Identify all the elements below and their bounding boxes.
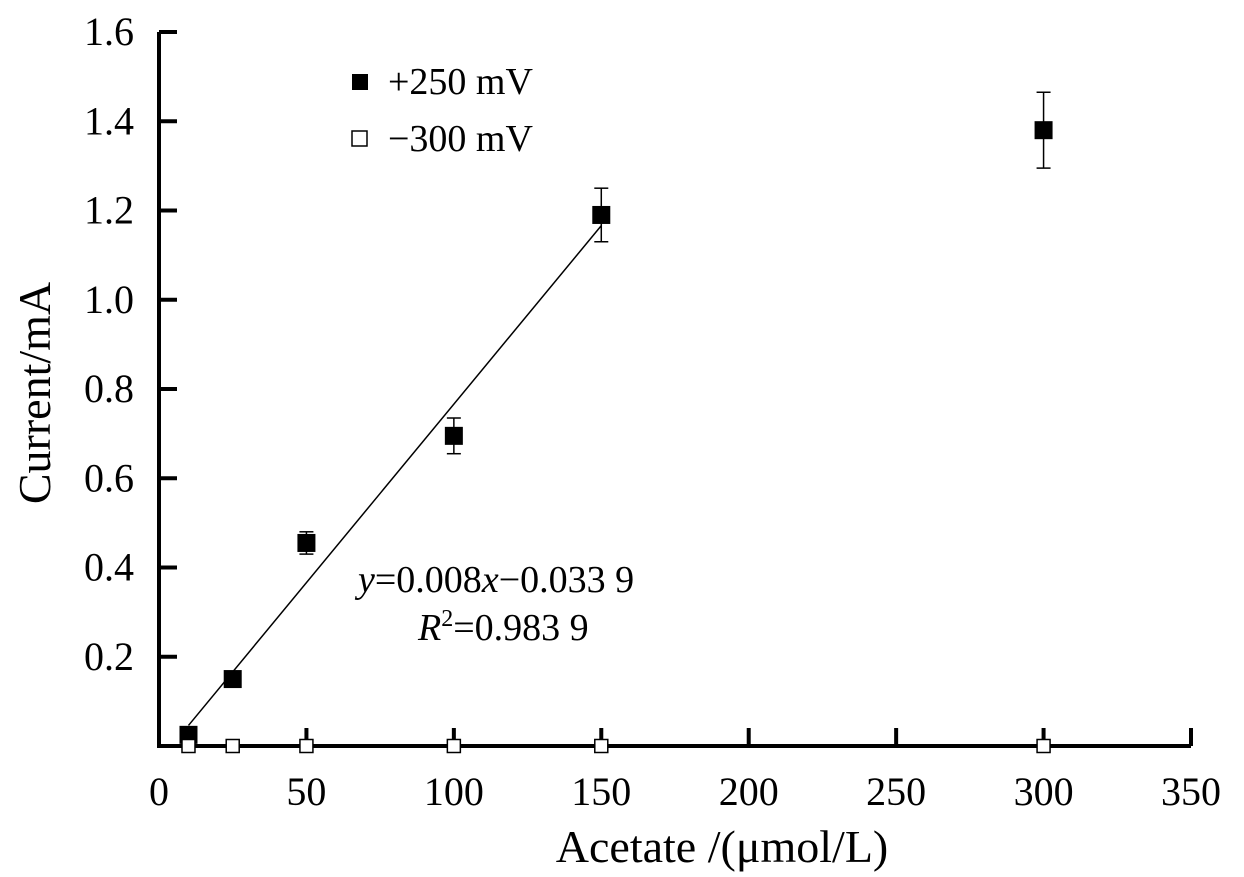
eq-y-var: y [354, 559, 375, 601]
fit-line [187, 225, 602, 726]
eq-x-var: x [481, 559, 499, 601]
data-point-minus300 [299, 738, 314, 754]
y-tick-label: 0.4 [84, 545, 134, 590]
data-point-plus250 [1034, 121, 1053, 140]
y-tick-label: 0.6 [84, 455, 134, 500]
axes [157, 32, 1191, 748]
x-tick-label: 250 [866, 769, 926, 814]
x-tick-label: 0 [149, 769, 169, 814]
r-squared: R2=0.983 9 [417, 606, 589, 649]
data-point-minus300 [181, 738, 196, 754]
y-tick-label: 0.2 [84, 634, 134, 679]
legend: +250 mV −300 mV [351, 61, 533, 160]
legend-label-minus300: −300 mV [388, 118, 533, 160]
data-point-plus250 [223, 670, 242, 689]
eq-part2: −0.033 9 [499, 559, 634, 601]
x-tick-label: 200 [719, 769, 779, 814]
data-point-plus250 [297, 533, 316, 552]
data-point-plus250 [592, 205, 611, 224]
regression-equation: y=0.008x−0.033 9 [354, 559, 634, 601]
y-tick-label: 0.8 [84, 366, 134, 411]
x-axis-title: Acetate /(μmol/L) [556, 821, 888, 872]
y-tick-label: 1.4 [84, 98, 134, 143]
data-point-plus250 [444, 426, 463, 445]
data-marks [179, 91, 1053, 754]
x-tick-label: 350 [1161, 769, 1221, 814]
fit-line-layer [187, 225, 602, 726]
data-point-minus300 [594, 738, 609, 754]
legend-label-plus250: +250 mV [388, 61, 533, 103]
y-tick-label: 1.0 [84, 277, 134, 322]
x-tick-label: 50 [286, 769, 326, 814]
x-tick-label: 100 [424, 769, 484, 814]
data-point-minus300 [446, 738, 462, 754]
r2-superscript: 2 [441, 606, 453, 632]
r2-R: R [417, 607, 441, 649]
y-axis-title: Current/mA [9, 282, 60, 504]
y-tick-label: 1.2 [84, 188, 134, 233]
legend-marker-filled [352, 74, 368, 90]
eq-part1: =0.008 [375, 559, 482, 601]
legend-marker-open [351, 130, 368, 147]
r2-value: =0.983 9 [453, 607, 588, 649]
data-point-minus300 [1036, 738, 1051, 754]
x-tick-label: 150 [571, 769, 631, 814]
x-tick-label: 300 [1014, 769, 1074, 814]
data-point-minus300 [225, 738, 240, 754]
y-tick-label: 1.6 [84, 9, 134, 54]
ticks: 0 50 100 150 200 250 300 350 0.2 0.4 0.6 0.8 1.0 1.2 1… [84, 9, 1221, 814]
